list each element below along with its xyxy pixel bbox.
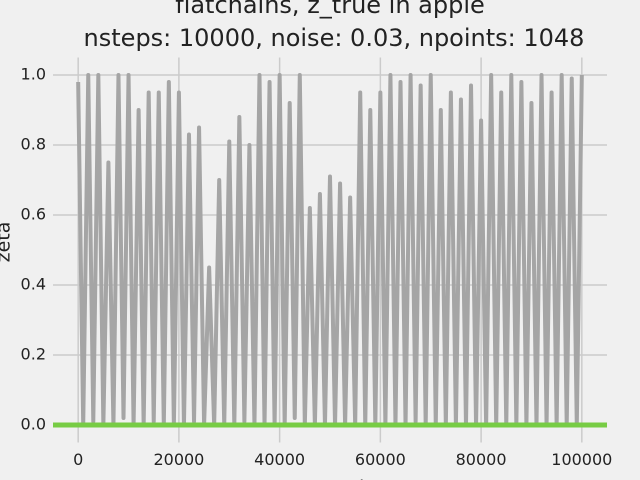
x-tick-label: 40000 [254,450,305,469]
x-tick-label: 100000 [551,450,612,469]
y-tick-label: 0.0 [21,415,46,434]
y-tick-label: 0.6 [21,205,46,224]
x-tick-label: 80000 [456,450,507,469]
x-tick-label: 0 [73,450,83,469]
x-tick-label: 20000 [153,450,204,469]
chart-title: flatchains, z_true in apple [175,0,485,19]
y-tick-label: 0.2 [21,345,46,364]
chart-subtitle: nsteps: 10000, noise: 0.03, npoints: 104… [84,24,585,52]
y-axis-label: zeta [0,222,15,263]
x-axis-label: step number [269,477,390,480]
trace-line [76,73,584,427]
x-tick-label: 60000 [355,450,406,469]
y-tick-label: 0.4 [21,275,46,294]
y-tick-label: 1.0 [21,65,46,84]
y-tick-label: 0.8 [21,135,46,154]
